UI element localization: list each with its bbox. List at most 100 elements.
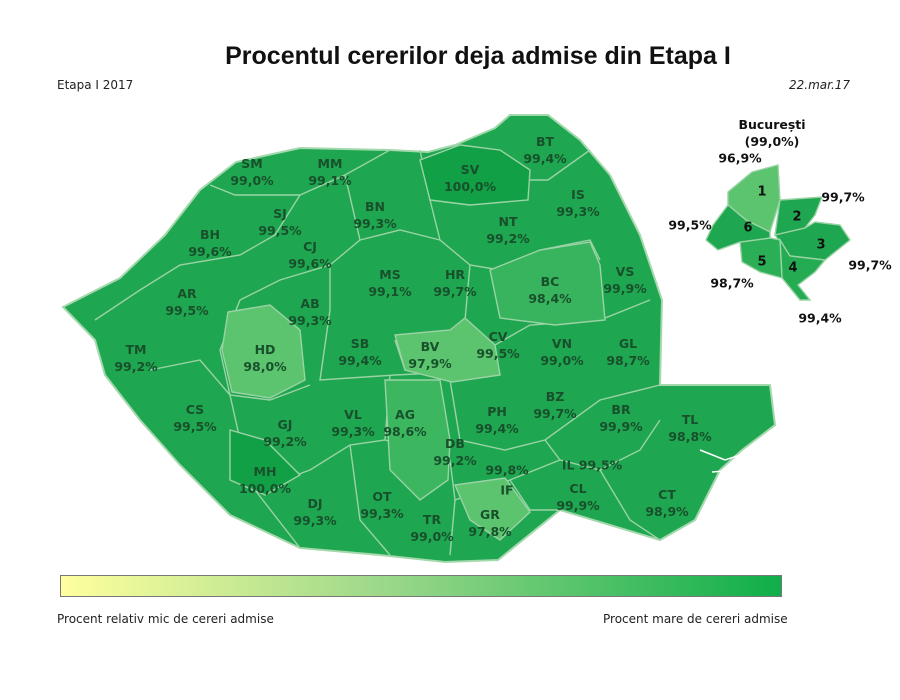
county-label-ph: PH 99,4% — [475, 403, 518, 437]
sector-2-number: 2 — [792, 209, 802, 225]
county-label-is: IS 99,3% — [556, 186, 599, 220]
county-label-ct: CT 98,9% — [645, 486, 688, 520]
county-value: 99,5% — [173, 419, 217, 434]
county-value: 98,0% — [243, 359, 287, 374]
county-label-sm: SM 99,0% — [230, 155, 273, 189]
county-gr-shape — [453, 477, 531, 541]
map-title: Procentul cererilor deja admise din Etap… — [225, 42, 731, 70]
county-label-gl: GL 98,7% — [606, 335, 649, 369]
county-value: 99,6% — [288, 256, 332, 271]
county-value: 99,2% — [114, 359, 158, 374]
county-value: 99,5% — [574, 457, 623, 473]
county-value: 100,0% — [443, 179, 497, 194]
county-value: 98,9% — [645, 504, 689, 519]
sector-3-number: 3 — [816, 237, 826, 253]
county-label-db: DB 99,2% — [433, 435, 476, 469]
county-code: NT — [498, 214, 518, 229]
county-code: BH — [200, 227, 220, 242]
sector-6-shape — [705, 203, 771, 251]
report-date: 22.mar.17 — [789, 78, 851, 92]
county-label-gr: GR 97,8% — [468, 506, 511, 540]
county-code: BT — [535, 134, 555, 149]
county-label-bv: BV 97,9% — [408, 338, 451, 372]
county-code: GJ — [277, 417, 293, 432]
county-label-bn: BN 99,3% — [353, 198, 396, 232]
county-label-gj: GJ 99,2% — [263, 416, 306, 450]
county-value: 99,2% — [486, 231, 530, 246]
county-code: GL — [618, 336, 638, 351]
county-mh-shape — [229, 429, 302, 496]
county-code: MH — [253, 464, 277, 479]
county-value: 98,7% — [606, 353, 650, 368]
county-label-sb: SB 99,4% — [338, 335, 381, 369]
county-value: 99,9% — [603, 281, 647, 296]
county-value: 98,4% — [528, 291, 572, 306]
county-label-bh: BH 99,6% — [188, 226, 231, 260]
county-value: 97,9% — [408, 356, 452, 371]
county-label-sv: SV 100,0% — [444, 161, 496, 195]
county-value: 99,3% — [360, 506, 404, 521]
county-code: TM — [125, 342, 147, 357]
county-label-vn: VN 99,0% — [540, 335, 583, 369]
county-label-tl: TL 98,8% — [668, 411, 711, 445]
legend-gradient-bar — [60, 575, 782, 597]
sector-4-shape — [779, 237, 827, 301]
county-label-mh: MH 100,0% — [239, 463, 291, 497]
county-label-if-value: 99,8% — [485, 462, 529, 478]
sector-1-value: 96,9% — [718, 150, 762, 166]
county-label-vl: VL 99,3% — [331, 406, 374, 440]
county-value: 98,8% — [668, 429, 712, 444]
county-value: 99,4% — [475, 421, 519, 436]
county-code: MM — [317, 156, 343, 171]
county-value: 99,3% — [353, 216, 397, 231]
bucharest-name: București — [738, 117, 806, 132]
county-value: 99,0% — [540, 353, 584, 368]
county-bv-shape — [394, 317, 501, 383]
county-label-nt: NT 99,2% — [486, 213, 529, 247]
sector-3-value: 99,7% — [848, 257, 892, 273]
county-label-tr: TR 99,0% — [410, 511, 453, 545]
county-code: MS — [379, 267, 401, 282]
county-label-vs: VS 99,9% — [603, 263, 646, 297]
county-label-ar: AR 99,5% — [165, 285, 208, 319]
county-label-bz: BZ 99,7% — [533, 388, 576, 422]
sector-2-shape — [774, 196, 824, 236]
county-code: CT — [658, 487, 676, 502]
county-code: AR — [177, 286, 197, 301]
county-ag-shape — [384, 379, 451, 501]
county-value: 99,5% — [258, 223, 302, 238]
county-label-bt: BT 99,4% — [523, 133, 566, 167]
county-value: 99,2% — [263, 434, 307, 449]
sector-4-number: 4 — [788, 260, 798, 276]
county-value: 99,9% — [556, 498, 600, 513]
county-value: 97,8% — [468, 524, 512, 539]
legend-low-label: Procent relativ mic de cereri admise — [57, 612, 274, 626]
stage-label: Etapa I 2017 — [57, 78, 134, 92]
county-hd-shape — [221, 304, 306, 399]
county-label-mm: MM 99,1% — [308, 155, 351, 189]
county-bc-shape — [489, 241, 606, 326]
county-value: 99,3% — [288, 313, 332, 328]
county-label-sj: SJ 99,5% — [258, 205, 301, 239]
county-code: SB — [350, 336, 370, 351]
county-code: DB — [445, 436, 465, 451]
county-value: 99,1% — [368, 284, 412, 299]
county-code: VN — [551, 336, 573, 351]
county-value: 99,1% — [308, 173, 352, 188]
county-label-tm: TM 99,2% — [114, 341, 157, 375]
delta-coast — [699, 449, 742, 473]
county-code: TR — [422, 512, 442, 527]
county-code: SM — [241, 156, 263, 171]
county-code: VS — [615, 264, 635, 279]
county-label-dj: DJ 99,3% — [293, 495, 336, 529]
county-code: SJ — [273, 206, 287, 221]
county-code: VL — [344, 407, 362, 422]
county-code: BZ — [545, 389, 565, 404]
county-value: 99,0% — [230, 173, 274, 188]
sector-5-number: 5 — [757, 254, 767, 270]
county-label-if-code: IF — [500, 482, 514, 498]
county-value: 99,0% — [410, 529, 454, 544]
county-label-ab: AB 99,3% — [288, 295, 331, 329]
county-label-ot: OT 99,3% — [360, 488, 403, 522]
